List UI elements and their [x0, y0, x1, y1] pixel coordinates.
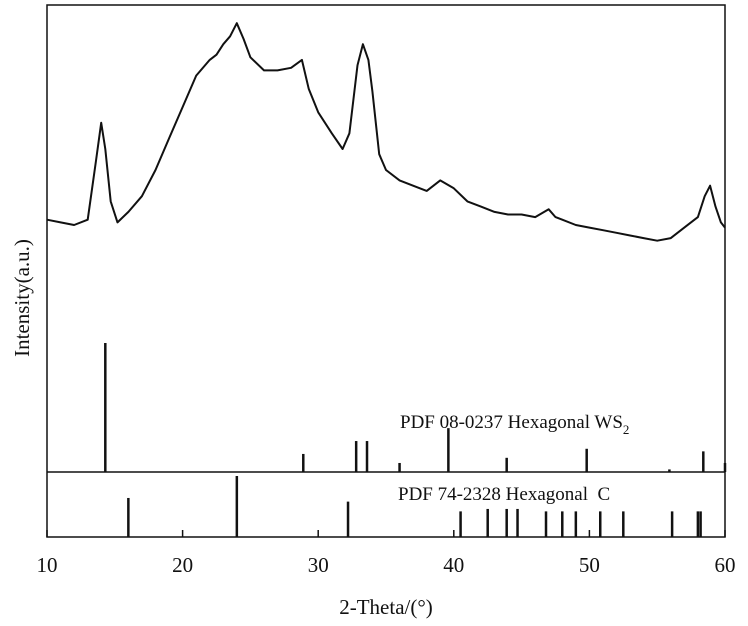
x-tick-label: 20	[172, 553, 193, 577]
x-tick-label: 30	[308, 553, 329, 577]
ws2-reference-label: PDF 08-0237 Hexagonal WS2	[400, 412, 629, 437]
ws2-reference-subscript: 2	[623, 422, 630, 437]
x-tick-label: 10	[37, 553, 58, 577]
y-axis-label: Intensity(a.u.)	[10, 239, 34, 357]
plot-frame	[47, 5, 725, 537]
x-tick-label: 40	[443, 553, 464, 577]
carbon-reference-label: PDF 74-2328 Hexagonal C	[398, 484, 610, 505]
x-axis-label: 2-Theta/(°)	[339, 595, 433, 619]
xrd-pattern-line	[47, 23, 725, 241]
ws2-reference-bars	[105, 343, 725, 472]
x-tick-label: 60	[715, 553, 736, 577]
x-tick-label: 50	[579, 553, 600, 577]
